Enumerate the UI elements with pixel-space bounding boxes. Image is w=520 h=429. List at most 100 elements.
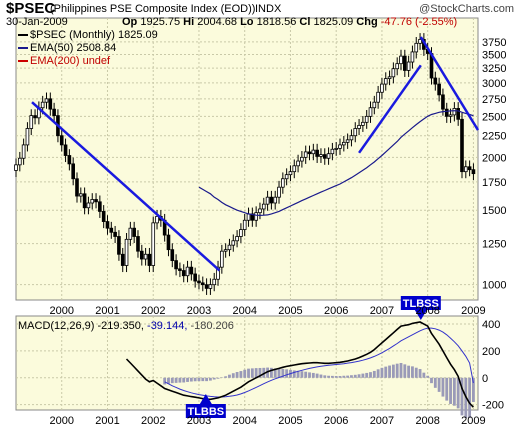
macd-histogram-bar [197,377,201,382]
legend-ema50-label: EMA(50) 2508.84 [30,42,117,54]
candle-body [14,164,18,171]
candle-body [44,98,49,103]
low-label: Lo [240,16,254,28]
macd-histogram-bar [414,367,418,378]
macd-histogram-bar [433,377,437,388]
macd-histogram-bar [437,377,441,392]
candle-body [471,169,476,175]
candle-body [353,128,358,137]
candle-body [147,253,152,266]
candle-body [90,199,95,204]
legend-swatch-ema200 [18,60,28,63]
macd-signal-line [164,327,474,398]
macd-histogram-bar [353,374,357,378]
change-value: -47.76 (-2.55%) [380,16,458,28]
annotation-box [400,296,441,310]
macd-histogram-bar [365,372,369,378]
candle-body [456,108,460,120]
legend-swatch-price [18,34,28,37]
x-tick-label: 2001 [95,415,119,427]
candle-body [448,114,453,117]
macd-histogram-bar [384,366,388,378]
macd-histogram-bar [285,369,289,378]
macd-histogram-bar [441,377,445,397]
annotation-arrow-up [199,394,212,404]
legend-ema50: EMA(50) 2508.84 [18,42,116,54]
candle-body [117,236,121,255]
candle-body [25,128,30,146]
trendline [31,101,221,272]
candle-body [460,118,464,173]
macd-histogram-bar [430,377,433,384]
candle-body [273,196,278,204]
macd-histogram-bar [468,377,472,419]
candle-body [200,282,205,286]
candle-body [437,83,441,96]
x-tick-label: 2004 [232,415,256,427]
candle-body [174,260,178,270]
candle-body [311,149,316,155]
x-tick-label: 2009 [461,415,485,427]
candle-body [330,148,335,155]
candle-body [143,253,148,260]
candle-body [361,121,365,126]
candle-body [364,115,369,123]
candle-body [319,154,323,157]
candle-body [242,219,247,230]
macd-histogram-bar [258,367,262,378]
macd-y-tick-label: 0 [482,373,488,385]
macd-histogram-bar [178,377,182,383]
chart-source: @StockCharts.com [419,3,514,15]
x-tick-label: 2009 [461,305,485,317]
legend-swatch-ema50 [18,47,28,50]
candle-body [155,216,159,224]
candle-body [86,202,91,209]
macd-histogram-bar [174,377,178,383]
y-tick-label: 1250 [482,239,506,251]
high-label: Hi [183,16,195,28]
x-tick-label: 2008 [415,415,439,427]
macd-histogram-bar [456,377,460,409]
macd-histogram-bar [357,374,361,378]
macd-histogram-bar [452,377,456,406]
x-tick-label: 2000 [50,415,74,427]
x-tick-label: 2005 [278,305,302,317]
candle-body [63,144,68,156]
candle-body [239,229,243,237]
candle-body [399,55,403,65]
x-tick-label: 2002 [141,415,165,427]
macd-histogram-bar [308,372,311,378]
macd-histogram-bar [216,377,220,379]
macd-histogram-bar [411,366,414,378]
price-pane: 1000 1250 1500 1750 2000 2250 2500 2750 3000 3250… [14,17,506,301]
candle-body [433,77,438,85]
macd-histogram-bar [205,377,209,382]
legend-main: $PSEC (Monthly) 1825.09 [18,29,158,41]
high-value: 2004.68 [197,16,237,28]
candle-body [277,186,281,198]
y-tick-label: 2000 [482,152,506,164]
candle-body [265,196,270,205]
candle-body [17,157,22,166]
candle-body [139,250,144,260]
candle-body [124,238,129,266]
macd-histogram-bar [460,377,464,416]
candle-body [40,101,45,109]
macd-histogram-bar [315,373,319,378]
macd-histogram-bar [250,368,254,378]
macd-legend-signal: -39.144, [147,320,188,332]
macd-histogram-bar [327,375,330,378]
candle-body [288,171,293,176]
candle-body [75,178,79,197]
candle-body [284,174,289,180]
candle-body [300,156,304,162]
close-value: 1825.09 [313,16,354,28]
candle-body [120,253,125,266]
candle-body [52,108,56,117]
candle-body [170,249,175,262]
macd-histogram-bar [254,368,258,378]
macd-histogram-bar [369,372,372,378]
candle-body [227,244,232,251]
candle-body [258,208,262,214]
